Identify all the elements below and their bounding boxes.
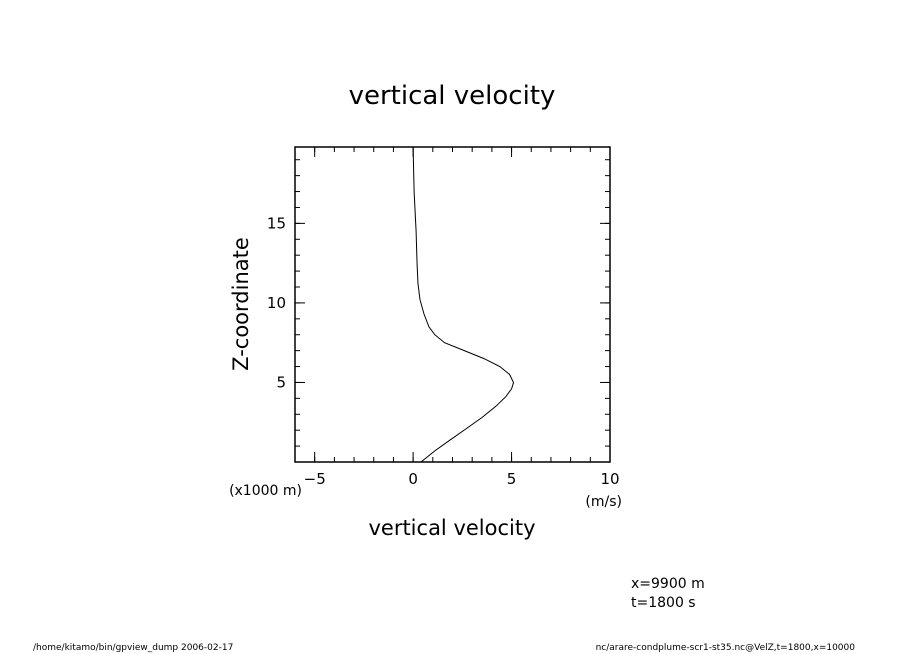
x-tick-labels: −5 0 5 10 [304, 470, 620, 488]
plot-frame [294, 146, 611, 463]
x-tick-label: 5 [507, 470, 517, 488]
footer-right: nc/arare-condplume-scr1-st35.nc@VelZ,t=1… [596, 643, 856, 653]
y-tick-labels: 5 10 15 [267, 214, 286, 391]
chart-title: vertical velocity [349, 81, 556, 111]
major-ticks [295, 147, 611, 462]
y-tick-label: 5 [276, 373, 286, 391]
x-position-info: x=9900 m [631, 576, 705, 592]
y-unit-label: (x1000 m) [229, 483, 302, 499]
y-axis-label: Z-coordinate [229, 237, 253, 371]
x-tick-label: 0 [408, 470, 418, 488]
x-unit-label: (m/s) [585, 494, 622, 510]
minor-ticks [294, 147, 611, 463]
x-tick-label: 10 [600, 470, 619, 488]
series-line-vertical-velocity [412, 146, 515, 463]
footer-left: /home/kitamo/bin/gpview_dump 2006-02-17 [33, 643, 233, 653]
y-tick-label: 15 [267, 214, 286, 232]
x-axis-label: vertical velocity [368, 516, 535, 540]
time-info: t=1800 s [631, 595, 696, 611]
x-tick-label: −5 [304, 470, 326, 488]
y-tick-label: 10 [267, 294, 286, 312]
